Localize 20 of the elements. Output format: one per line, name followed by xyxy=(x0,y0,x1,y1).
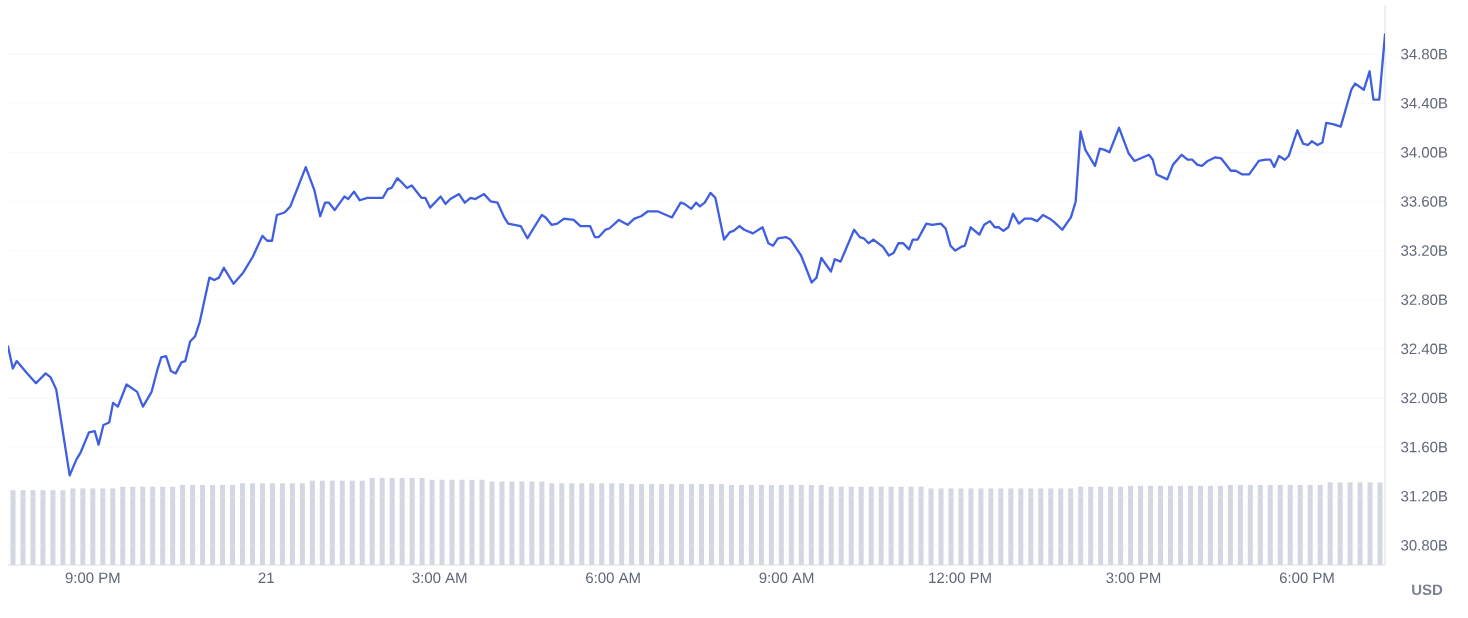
x-tick-label: 3:00 PM xyxy=(1106,572,1161,584)
y-tick-label: 32.80B xyxy=(1401,294,1448,305)
x-tick-label: 9:00 PM xyxy=(65,572,120,584)
y-tick-label: 34.00B xyxy=(1401,147,1448,158)
y-tick-label: 31.60B xyxy=(1401,441,1448,453)
x-tick-label: 12:00 PM xyxy=(929,572,991,584)
x-tick-label: 6:00 AM xyxy=(586,572,640,584)
y-tick-label: 32.00B xyxy=(1401,392,1448,404)
y-tick-label: 34.80B xyxy=(1401,48,1448,60)
x-tick-label: 3:00 AM xyxy=(412,572,467,584)
y-tick-label: 33.20B xyxy=(1401,245,1448,256)
y-tick-label: 32.40B xyxy=(1401,343,1448,355)
y-axis-title: USD xyxy=(1412,584,1443,596)
x-tick-label: 6:00 PM xyxy=(1279,572,1334,584)
y-tick-label: 31.20B xyxy=(1401,490,1448,502)
y-tick-label: 34.40B xyxy=(1401,97,1448,109)
y-tick-label: 33.60B xyxy=(1401,196,1448,207)
x-tick-label: 9:00 AM xyxy=(759,572,814,584)
y-tick-label: 30.80B xyxy=(1401,540,1448,551)
x-tick-label: 21 xyxy=(258,572,274,583)
